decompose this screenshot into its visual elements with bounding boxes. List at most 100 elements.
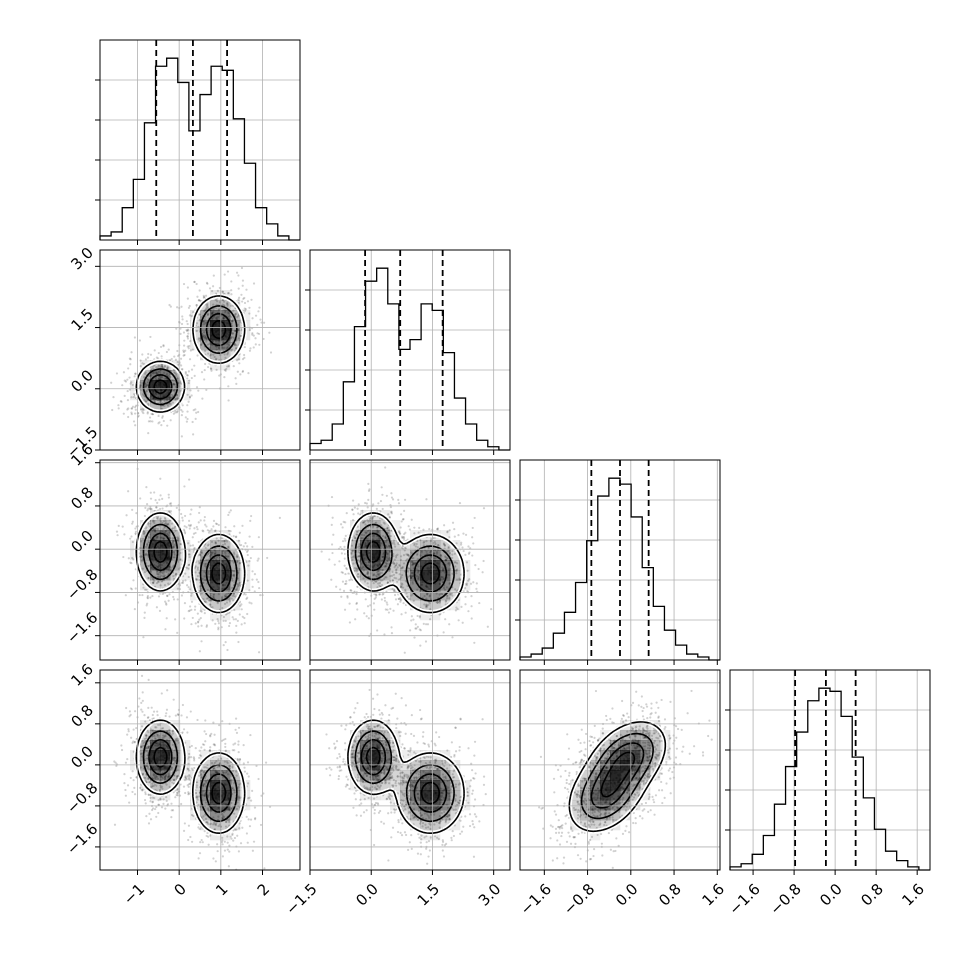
sample-point xyxy=(131,508,134,511)
sample-point xyxy=(391,588,394,591)
density-cell xyxy=(410,560,421,571)
sample-point xyxy=(214,530,217,533)
sample-point xyxy=(339,588,342,591)
sample-point xyxy=(235,582,239,586)
sample-point xyxy=(239,796,242,799)
sample-point xyxy=(169,396,172,399)
sample-point xyxy=(372,602,375,605)
sample-point xyxy=(179,327,182,330)
sample-point xyxy=(400,585,403,589)
sample-point xyxy=(148,739,151,743)
sample-point xyxy=(191,348,194,351)
sample-point xyxy=(232,551,236,554)
sample-point xyxy=(428,528,431,531)
sample-point xyxy=(375,575,378,578)
sample-point xyxy=(172,575,175,578)
sample-point xyxy=(212,857,215,860)
sample-point xyxy=(174,398,177,401)
sample-point xyxy=(149,596,152,599)
sample-point xyxy=(235,587,239,590)
sample-point xyxy=(206,572,210,576)
sample-point xyxy=(203,575,206,578)
sample-point xyxy=(197,338,201,341)
sample-point xyxy=(201,577,204,581)
sample-point xyxy=(172,778,175,782)
sample-point xyxy=(200,371,204,374)
sample-point xyxy=(194,605,197,608)
sample-point xyxy=(196,354,199,357)
density-cell xyxy=(220,590,231,601)
sample-point xyxy=(195,786,198,789)
sample-point xyxy=(466,569,469,572)
density-cell xyxy=(390,560,401,571)
sample-point xyxy=(469,547,472,550)
sample-point xyxy=(205,558,208,562)
sample-point xyxy=(197,389,200,392)
sample-point xyxy=(161,507,164,510)
sample-point xyxy=(368,517,371,520)
sample-point xyxy=(205,306,208,309)
density-cell xyxy=(220,340,231,351)
density-cell xyxy=(170,540,181,551)
sample-point xyxy=(240,623,243,626)
sample-point xyxy=(146,381,150,384)
sample-point xyxy=(172,382,175,386)
sample-point xyxy=(197,299,200,302)
sample-point xyxy=(355,530,359,533)
sample-point xyxy=(401,544,405,548)
sample-point xyxy=(160,580,163,583)
density-cell xyxy=(390,520,401,531)
sample-point xyxy=(455,572,458,575)
sample-point xyxy=(203,563,207,566)
sample-point xyxy=(373,597,376,600)
sample-point xyxy=(195,411,198,414)
sample-point xyxy=(237,785,240,789)
sample-point xyxy=(151,594,154,598)
sample-point xyxy=(384,561,387,564)
sample-point xyxy=(113,823,117,826)
sample-point xyxy=(237,298,240,301)
sample-point xyxy=(131,383,134,387)
sample-point xyxy=(378,572,381,576)
panel-frame-2-0 xyxy=(99,459,301,661)
sample-point xyxy=(230,779,233,782)
sample-point xyxy=(423,540,426,543)
sample-point xyxy=(156,517,159,520)
sample-point xyxy=(222,300,226,303)
sample-point xyxy=(171,537,174,540)
sample-point xyxy=(230,320,234,323)
sample-point xyxy=(208,287,212,290)
sample-point xyxy=(345,568,348,571)
sample-point xyxy=(410,615,413,618)
sample-point xyxy=(142,530,145,533)
sample-point xyxy=(425,603,428,606)
sample-point xyxy=(204,294,208,297)
sample-point xyxy=(418,628,421,631)
sample-point xyxy=(458,501,462,505)
sample-point xyxy=(146,544,149,547)
sample-point xyxy=(392,554,395,558)
sample-point xyxy=(451,521,455,524)
sample-point xyxy=(392,573,396,576)
sample-point xyxy=(213,767,216,770)
sample-point xyxy=(197,803,200,806)
sample-point xyxy=(205,625,208,628)
sample-point xyxy=(149,335,152,339)
sample-point xyxy=(143,399,146,402)
sample-point xyxy=(135,512,138,515)
sample-point xyxy=(260,321,263,324)
sample-point xyxy=(164,714,167,718)
sample-point xyxy=(234,313,237,316)
sample-point xyxy=(388,569,391,573)
sample-point xyxy=(131,556,134,560)
sample-point xyxy=(451,572,454,575)
sample-point xyxy=(351,558,354,562)
sample-point xyxy=(172,698,175,701)
sample-point xyxy=(146,543,149,546)
sample-point xyxy=(174,572,178,575)
density-cell xyxy=(450,570,461,581)
sample-point xyxy=(200,315,203,319)
sample-point xyxy=(236,560,239,563)
sample-point xyxy=(173,355,176,358)
sample-point xyxy=(112,396,115,399)
